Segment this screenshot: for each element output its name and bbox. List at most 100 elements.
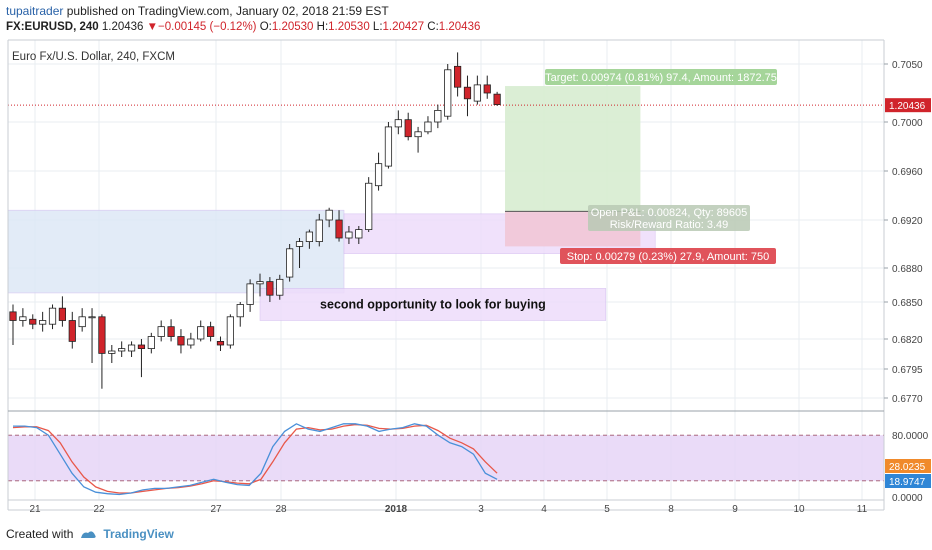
candle-body bbox=[197, 326, 205, 340]
y-tick-label: 0.6850 bbox=[892, 298, 923, 309]
close-label: C: bbox=[427, 21, 439, 33]
candle-body bbox=[127, 344, 136, 352]
x-tick-label: 4 bbox=[541, 504, 547, 515]
candle-body bbox=[147, 336, 155, 349]
candle-body bbox=[473, 84, 481, 102]
zone-rect bbox=[259, 288, 607, 321]
candle-body bbox=[335, 219, 343, 239]
stoch-tick-80: 80.0000 bbox=[892, 431, 929, 442]
tradingview-brand[interactable]: TradingView bbox=[103, 527, 174, 541]
candle-body bbox=[58, 307, 67, 321]
x-tick-label: 3 bbox=[478, 504, 484, 515]
candle-body bbox=[246, 283, 254, 305]
candle-body bbox=[19, 316, 27, 321]
tradingview-logo-icon bbox=[81, 530, 97, 538]
open-label: O: bbox=[259, 21, 272, 33]
candle-body bbox=[177, 336, 185, 346]
candle-body bbox=[414, 131, 422, 138]
price-tag-bg bbox=[885, 98, 931, 113]
candle-body bbox=[108, 350, 116, 354]
x-tick-label: 10 bbox=[793, 504, 805, 515]
candle-body bbox=[118, 348, 126, 352]
candle-body bbox=[236, 304, 244, 318]
candle-body bbox=[187, 338, 195, 346]
candle-body bbox=[39, 320, 47, 325]
y-tick-label: 0.7000 bbox=[892, 118, 923, 129]
candle-body bbox=[384, 126, 393, 167]
pnl-label-bg bbox=[588, 205, 750, 231]
y-tick-label: 0.6960 bbox=[892, 167, 923, 178]
candle-body bbox=[266, 281, 274, 296]
stop-label-bg bbox=[560, 248, 776, 264]
stoch-k-line bbox=[13, 423, 498, 496]
change-value: −0.00145 (−0.12%) bbox=[158, 21, 257, 33]
candle-body bbox=[88, 316, 96, 319]
stoch-band bbox=[8, 435, 884, 481]
candle-body bbox=[404, 119, 412, 138]
candle-body bbox=[394, 119, 402, 128]
price-tag-label: 1.20436 bbox=[889, 101, 926, 112]
close-value: 1.20436 bbox=[438, 21, 481, 33]
candle-body bbox=[286, 248, 294, 278]
footer: Created with TradingView bbox=[6, 527, 174, 541]
k-value-tag: 18.9747 bbox=[889, 477, 926, 488]
candle-body bbox=[226, 316, 234, 346]
candle-body bbox=[276, 278, 284, 296]
y-tick-label: 0.6880 bbox=[892, 264, 923, 275]
candle-body bbox=[315, 219, 323, 243]
author-link[interactable]: tupaitrader bbox=[6, 4, 64, 18]
stoch-d-line bbox=[12, 423, 498, 494]
publish-info: tupaitrader published on TradingView.com… bbox=[6, 4, 389, 18]
axes: 0.7050 0.7000 0.6960 0.6920 0.6880 0.6850 0.68… bbox=[7, 39, 931, 515]
candle-body bbox=[98, 316, 106, 354]
stoch-tick-0: 0.0000 bbox=[892, 493, 923, 504]
candle-body bbox=[374, 163, 383, 187]
low-label: L: bbox=[372, 21, 383, 33]
risk-reward-label: Risk/Reward Ratio: 3.49 bbox=[610, 219, 729, 231]
x-tick-label: 28 bbox=[275, 504, 287, 515]
x-tick-label: 11 bbox=[857, 504, 868, 515]
symbol: FX:EURUSD, 240 bbox=[6, 21, 99, 33]
low-value: 1.20427 bbox=[382, 21, 425, 33]
high-label: H: bbox=[316, 21, 329, 33]
zone-label: second opportunity to look for buying bbox=[320, 297, 546, 311]
y-tick-label: 0.6770 bbox=[892, 394, 923, 405]
candle-body bbox=[48, 307, 57, 325]
x-tick-label: 9 bbox=[732, 504, 738, 515]
candle-body bbox=[305, 231, 314, 242]
candle-body bbox=[78, 316, 86, 328]
created-with-text: Created with bbox=[6, 527, 74, 541]
open-value: 1.20530 bbox=[271, 21, 314, 33]
candle-body bbox=[444, 69, 452, 117]
candle-body bbox=[206, 326, 215, 337]
x-tick-label: 8 bbox=[668, 504, 674, 515]
candles bbox=[9, 52, 501, 389]
candle-body bbox=[493, 93, 501, 106]
candle-body bbox=[295, 241, 304, 247]
x-tick-label: 21 bbox=[29, 504, 41, 515]
k-value-tag-bg bbox=[885, 474, 931, 488]
target-label: Target: 0.00974 (0.81%) 97.4, Amount: 18… bbox=[545, 72, 777, 84]
stop-label: Stop: 0.00279 (0.23%) 27.9, Amount: 750 bbox=[567, 251, 769, 263]
stochastic-panel bbox=[8, 423, 884, 496]
candle-body bbox=[216, 340, 225, 346]
d-value-tag: 28.0235 bbox=[889, 462, 926, 473]
candle-body bbox=[325, 209, 333, 221]
candle-body bbox=[345, 231, 353, 239]
last-price: 1.20436 bbox=[101, 21, 144, 33]
candle-body bbox=[365, 182, 373, 230]
y-tick-label: 0.6820 bbox=[892, 335, 923, 346]
y-tick-label: 0.6920 bbox=[892, 216, 923, 227]
candle-body bbox=[355, 229, 363, 239]
x-tick-label: 5 bbox=[604, 504, 610, 515]
legend-title: Euro Fx/U.S. Dollar, 240, FXCM bbox=[12, 51, 175, 63]
d-value-tag-bg bbox=[885, 459, 931, 473]
candle-body bbox=[483, 84, 491, 94]
publish-text: published on TradingView.com, January 02… bbox=[66, 4, 389, 18]
pnl-label: Open P&L: 0.00824, Qty: 89605 bbox=[591, 207, 748, 219]
high-value: 1.20530 bbox=[328, 21, 370, 33]
x-tick-label: 27 bbox=[210, 504, 222, 515]
change-arrow-icon: ▼ bbox=[146, 21, 159, 33]
candle-body bbox=[167, 326, 175, 337]
